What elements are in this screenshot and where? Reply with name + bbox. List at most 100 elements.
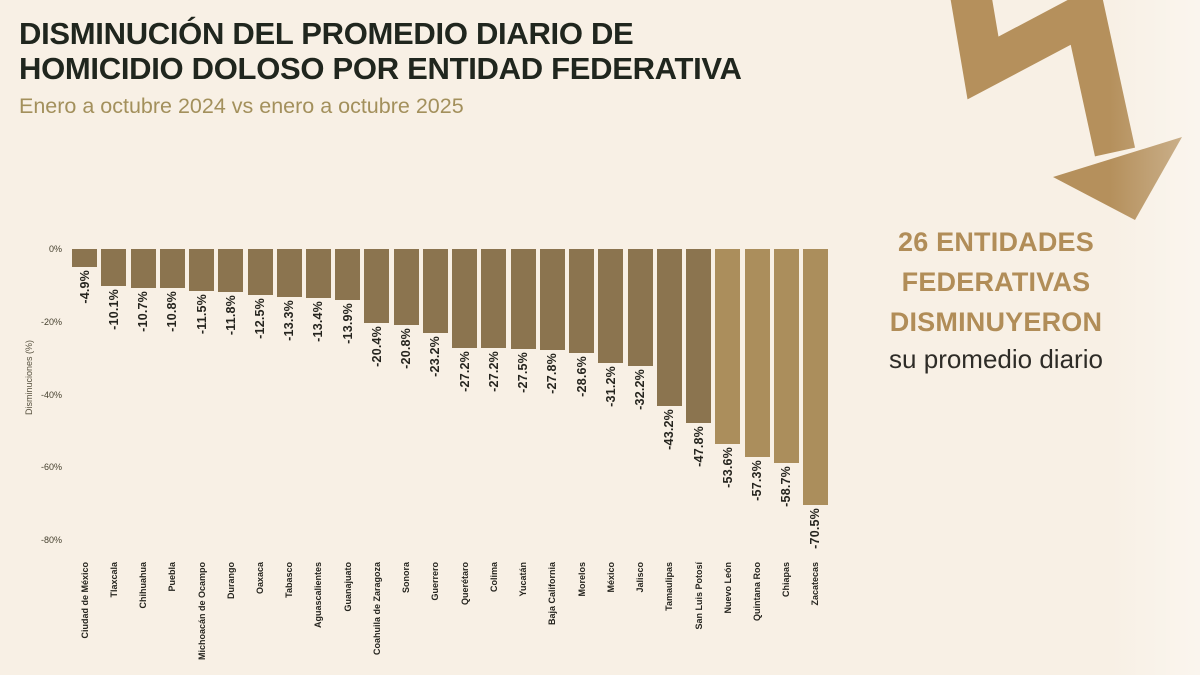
y-tick-label: -20% [40, 316, 62, 327]
state-label: Jalisco [635, 562, 646, 593]
bar-value-label: -27.2% [457, 350, 472, 392]
state-label: Chiapas [781, 562, 792, 598]
state-label-slot: Sonora [392, 562, 421, 660]
bar [539, 249, 565, 351]
state-label: Tamaulipas [664, 562, 675, 611]
bar-slot: -13.3% [275, 249, 304, 549]
bar [510, 249, 536, 349]
bar-slot: -10.7% [128, 249, 157, 549]
callout-line3: DISMINUYERON [889, 307, 1103, 337]
bar-value-label: -43.2% [662, 409, 677, 450]
state-label: Sonora [401, 562, 412, 594]
state-label-slot: Baja California [538, 562, 567, 660]
bar [744, 249, 770, 458]
state-label-slot: San Luis Potosí [684, 562, 713, 660]
state-label: Guerrero [430, 562, 441, 601]
bar [101, 249, 127, 286]
y-axis-ticks: 0% -20% -40% -60% -80% [0, 0, 62, 675]
state-label-slot: Nuevo León [713, 562, 742, 660]
state-label-slot: Chihuahua [128, 562, 157, 660]
bar [189, 249, 215, 291]
bar-slot: -43.2% [655, 249, 684, 549]
bar-slot: -11.5% [187, 249, 216, 549]
state-label-slot: Tabasco [275, 562, 304, 660]
bar [627, 249, 653, 367]
bar-slot: -32.2% [625, 249, 654, 549]
header: DISMINUCIÓN DEL PROMEDIO DIARIO DE HOMIC… [19, 16, 899, 119]
bar-slot: -53.6% [713, 249, 742, 549]
state-label-slot: Querétaro [450, 562, 479, 660]
bar-value-label: -31.2% [603, 365, 618, 407]
bar-slot: -12.5% [245, 249, 274, 549]
state-label-slot: Durango [216, 562, 245, 660]
state-label-slot: Quintana Roo [742, 562, 771, 660]
bar-value-label: -20.8% [399, 327, 414, 369]
state-label-slot: Tlaxcala [99, 562, 128, 660]
bar [773, 249, 799, 463]
bar [569, 249, 595, 353]
state-label-slot: Chiapas [772, 562, 801, 660]
state-labels-row: Ciudad de México Tlaxcala Chihuahua Puebla M… [70, 562, 830, 660]
bar-slot: -10.1% [99, 249, 128, 549]
state-label-slot: Jalisco [625, 562, 654, 660]
bar-slot: -31.2% [596, 249, 625, 549]
bar [452, 249, 478, 348]
bar [715, 249, 741, 444]
state-label: Morelos [576, 562, 587, 597]
state-label-slot: Colima [479, 562, 508, 660]
bar [130, 249, 156, 288]
state-label-slot: Coahuila de Zaragoza [362, 562, 391, 660]
bar-value-label: -58.7% [779, 465, 794, 507]
bar [305, 249, 331, 298]
page-title-line1: DISMINUCIÓN DEL PROMEDIO DIARIO DE [19, 16, 634, 51]
state-label: Quintana Roo [752, 562, 762, 621]
bar [422, 249, 448, 334]
bar-value-label: -20.4% [369, 326, 384, 367]
bar-value-label: -10.7% [136, 290, 151, 332]
state-label-slot: Zacatecas [801, 562, 830, 660]
bar-value-label: -13.9% [340, 302, 355, 344]
state-label: México [605, 562, 616, 593]
bar-slot: -27.8% [538, 249, 567, 549]
state-label: Tlaxcala [108, 562, 119, 598]
y-tick-label: -60% [40, 462, 62, 473]
bar-value-label: -32.2% [633, 369, 648, 410]
state-label-slot: Guerrero [421, 562, 450, 660]
bar-value-label: -13.3% [282, 300, 297, 342]
bar [656, 249, 682, 407]
summary-callout: 26 ENTIDADES FEDERATIVAS DISMINUYERON su… [856, 222, 1136, 375]
bar [481, 249, 507, 348]
homicide-decrease-bar-chart: Disminuciones (%) 0% -20% -40% -60% -80% -4.… [0, 0, 830, 675]
y-tick-label: 0% [48, 244, 62, 254]
state-label-slot: Aguascalientes [304, 562, 333, 660]
state-label-slot: Morelos [567, 562, 596, 660]
state-label-slot: Yucatán [509, 562, 538, 660]
bar-value-label: -27.8% [545, 353, 560, 394]
bars-row: -4.9% -10.1% -10.7% -10.8% -11.5% -11.8% -12.5… [70, 249, 830, 549]
state-label-slot: Guanajuato [333, 562, 362, 660]
bar-slot: -57.3% [742, 249, 771, 549]
bar [72, 249, 98, 267]
state-label: Ciudad de México [79, 562, 90, 639]
bar-slot: -23.2% [421, 249, 450, 549]
state-label-slot: Puebla [158, 562, 187, 660]
callout-line2: FEDERATIVAS [901, 267, 1091, 297]
bar [364, 249, 390, 324]
bar-value-label: -27.5% [516, 352, 531, 393]
bar-slot: -27.2% [450, 249, 479, 549]
state-label: Coahuila de Zaragoza [371, 562, 382, 656]
bar [247, 249, 273, 295]
bar [335, 249, 361, 300]
state-label: Michoacán de Ocampo [196, 562, 207, 661]
bar-slot: -27.5% [509, 249, 538, 549]
bar-value-label: -13.4% [311, 300, 326, 342]
bar [393, 249, 419, 325]
bar-slot: -20.4% [362, 249, 391, 549]
state-label: Zacatecas [810, 562, 821, 606]
bar-slot: -13.9% [333, 249, 362, 549]
bar-slot: -20.8% [392, 249, 421, 549]
bar-slot: -11.8% [216, 249, 245, 549]
state-label: Puebla [167, 562, 178, 592]
state-label: Colima [488, 562, 499, 593]
bar-value-label: -57.3% [750, 460, 764, 502]
